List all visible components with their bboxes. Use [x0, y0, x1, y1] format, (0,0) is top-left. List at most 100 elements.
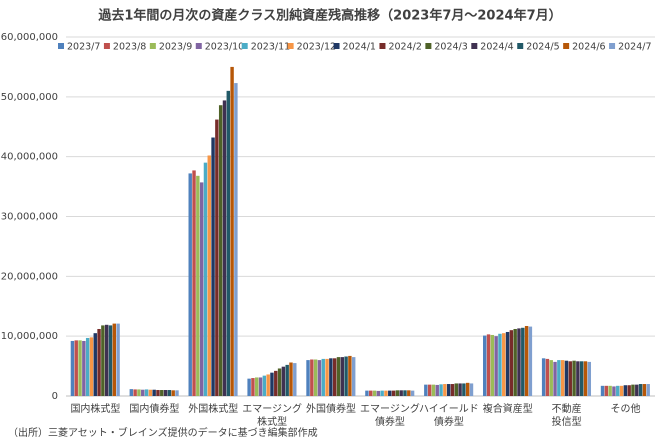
bar: [262, 375, 267, 396]
bar: [133, 389, 137, 396]
bar: [494, 336, 498, 396]
legend-label: 2024/3: [434, 42, 467, 53]
bar: [579, 361, 584, 396]
bar: [384, 390, 388, 396]
legend-swatch: [609, 43, 616, 49]
bar: [82, 340, 86, 396]
bar: [616, 385, 620, 396]
bar: [141, 389, 145, 396]
bar: [502, 333, 506, 396]
bar: [171, 390, 175, 396]
bar: [462, 383, 466, 396]
bar: [313, 359, 318, 396]
bar: [74, 340, 78, 396]
y-tick-label: 30,000,000: [1, 212, 58, 223]
bar: [321, 358, 325, 396]
bar: [490, 334, 495, 396]
legend-label: 2024/7: [618, 42, 651, 53]
x-tick-label: ハイイールド債券型: [419, 404, 479, 428]
bar: [270, 372, 274, 396]
bar: [222, 100, 227, 396]
bar: [365, 390, 369, 396]
legend-swatch: [241, 43, 248, 49]
bar: [388, 390, 392, 396]
legend-swatch: [425, 43, 432, 49]
legend-label: 2024/1: [343, 42, 376, 53]
legend-label: 2023/11: [251, 42, 290, 53]
bar: [293, 363, 297, 396]
x-tick-label: 国内債券型: [129, 402, 179, 415]
x-tick-label: 不動産投信型: [552, 402, 582, 428]
bar: [247, 378, 251, 396]
bar: [560, 360, 565, 396]
legend-label: 2023/10: [205, 42, 244, 53]
bar: [116, 323, 120, 396]
bar: [509, 330, 514, 396]
bar: [541, 358, 546, 396]
bar: [285, 364, 289, 396]
bar: [329, 358, 333, 396]
bar: [281, 366, 286, 396]
bar: [369, 390, 373, 396]
bar: [517, 328, 521, 396]
bar: [344, 356, 348, 396]
bar: [576, 361, 580, 396]
legend-swatch: [379, 43, 386, 49]
bar: [458, 383, 462, 396]
bar: [129, 389, 134, 396]
bar: [380, 390, 384, 396]
x-tick-label: エマージング債券型: [360, 402, 420, 428]
bar: [395, 390, 400, 396]
x-tick-label: エマージング株式型: [242, 402, 302, 428]
bar: [483, 335, 487, 396]
bar: [274, 370, 278, 396]
y-tick-label: 50,000,000: [1, 92, 58, 103]
bar: [258, 377, 263, 396]
bar: [230, 66, 234, 397]
bar: [325, 358, 329, 396]
bar: [203, 162, 208, 396]
bar: [549, 360, 553, 396]
x-tick-label: 国内株式型: [70, 402, 120, 415]
bar: [156, 390, 160, 396]
bar: [454, 383, 458, 396]
bar: [376, 390, 381, 396]
bar: [439, 384, 443, 396]
bar: [631, 384, 635, 396]
bar: [188, 173, 192, 396]
bar: [435, 384, 439, 396]
bar: [332, 358, 337, 396]
bar: [251, 378, 255, 396]
bar: [564, 360, 569, 396]
bar: [218, 105, 223, 397]
y-tick-label: 20,000,000: [1, 271, 58, 282]
legend-label: 2024/2: [388, 42, 421, 53]
bar: [505, 331, 510, 396]
bar: [101, 325, 105, 396]
legend-label: 2023/7: [67, 42, 100, 53]
bar: [528, 326, 533, 396]
bar: [78, 340, 82, 396]
bar: [424, 384, 428, 396]
bar: [465, 382, 470, 396]
bar: [410, 390, 415, 396]
bar: [211, 137, 215, 396]
bar: [266, 374, 270, 396]
bar: [403, 390, 407, 396]
legend-label: 2024/5: [526, 42, 559, 53]
bar: [446, 384, 451, 396]
bar: [160, 390, 164, 396]
bar: [427, 384, 432, 396]
bar: [557, 360, 561, 396]
bar: [600, 385, 605, 396]
legend-label: 2023/12: [297, 42, 336, 53]
bar: [277, 368, 282, 396]
y-tick-label: 0: [52, 391, 58, 402]
bar: [646, 384, 650, 396]
bar: [175, 390, 179, 396]
legend-swatch: [333, 43, 340, 49]
bar: [545, 358, 550, 396]
bar: [623, 385, 628, 396]
legend-swatch: [287, 43, 294, 49]
